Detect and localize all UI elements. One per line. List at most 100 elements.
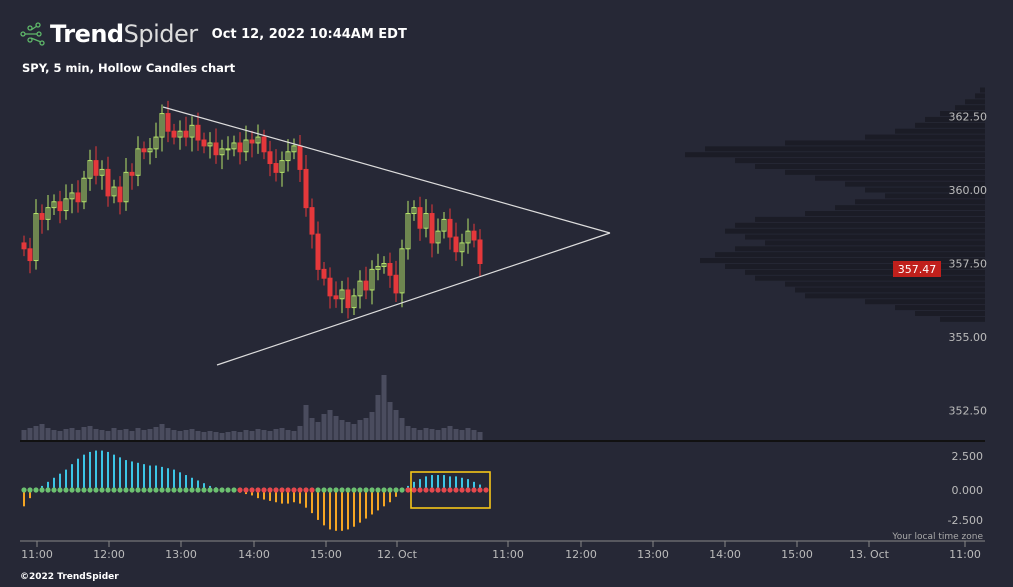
- volume-bar: [171, 430, 177, 440]
- candle-body: [255, 136, 261, 144]
- signal-dot: [81, 487, 87, 493]
- volume-profile-bar: [715, 252, 985, 258]
- volume-bar: [351, 424, 357, 440]
- candle-body: [423, 213, 429, 229]
- time-tick: 14:00: [709, 548, 741, 561]
- volume-profile-bar: [725, 263, 985, 269]
- candle-body: [201, 139, 207, 147]
- spider-logo-icon: [20, 22, 45, 46]
- candle-body: [63, 198, 69, 212]
- volume-bar: [297, 426, 303, 440]
- signal-dot: [309, 487, 315, 493]
- signal-dot: [291, 487, 297, 493]
- candle-body: [411, 207, 417, 215]
- candle-body: [39, 213, 45, 220]
- volume-profile-bar: [735, 246, 985, 252]
- time-tick: 12. Oct: [377, 548, 418, 561]
- candle-body: [399, 248, 405, 294]
- signal-dot: [447, 487, 453, 493]
- signal-dot: [321, 487, 327, 493]
- volume-bar: [21, 430, 27, 440]
- signal-dot: [27, 487, 33, 493]
- volume-profile-bar: [965, 99, 985, 105]
- volume-bar: [435, 430, 441, 440]
- candle-body: [393, 274, 399, 294]
- signal-dot: [261, 487, 267, 493]
- trendline-lower: [216, 232, 611, 366]
- candle-body: [459, 242, 465, 253]
- volume-bar: [327, 410, 333, 440]
- volume-bar: [177, 431, 183, 440]
- volume-bar: [453, 429, 459, 440]
- candle-body: [51, 201, 57, 209]
- signal-dot: [405, 487, 411, 493]
- price-tick: 360.00: [949, 184, 988, 197]
- volume-bar: [357, 420, 363, 440]
- signal-dot: [417, 487, 423, 493]
- signal-dot: [63, 487, 69, 493]
- signal-dot: [57, 487, 63, 493]
- volume-bar: [303, 405, 309, 440]
- signal-dot: [399, 487, 405, 493]
- signal-dot: [195, 487, 201, 493]
- candle-body: [21, 242, 27, 250]
- signal-dot: [33, 487, 39, 493]
- volume-profile-bar: [755, 163, 985, 169]
- volume-bar: [57, 431, 63, 440]
- volume-bar: [369, 412, 375, 440]
- candle-body: [465, 230, 471, 244]
- volume-profile-bar: [865, 187, 985, 193]
- volume-profile-bar: [700, 258, 985, 264]
- candle-body: [297, 145, 303, 170]
- signal-dot: [93, 487, 99, 493]
- price-tick: 352.50: [949, 405, 988, 418]
- signal-dot: [45, 487, 51, 493]
- volume-profile-bar: [735, 222, 985, 228]
- macd-tick: 0.000: [952, 484, 984, 497]
- volume-bar: [69, 428, 75, 440]
- volume-bar: [429, 429, 435, 440]
- volume-bar: [189, 429, 195, 440]
- volume-bar: [129, 431, 135, 440]
- price-tick: 357.50: [949, 258, 988, 271]
- header: TrendSpider Oct 12, 2022 10:44AM EDT: [20, 20, 407, 48]
- candle-body: [129, 171, 135, 176]
- signal-dot: [225, 487, 231, 493]
- signal-dot: [465, 487, 471, 493]
- signal-dot: [441, 487, 447, 493]
- signal-dot: [165, 487, 171, 493]
- volume-profile-bar: [755, 275, 985, 281]
- volume-bar: [237, 432, 243, 440]
- volume-bar: [75, 430, 81, 440]
- volume-bar: [471, 430, 477, 440]
- candle-body: [171, 130, 177, 138]
- volume-profile-bar: [785, 140, 985, 146]
- volume-profile-bar: [845, 181, 985, 187]
- volume-profile-bar: [980, 87, 985, 93]
- chart-subtitle: SPY, 5 min, Hollow Candles chart: [22, 61, 236, 75]
- time-tick: 15:00: [310, 548, 342, 561]
- price-tick: 362.50: [949, 111, 988, 124]
- signal-dot: [297, 487, 303, 493]
- volume-bar: [195, 431, 201, 440]
- volume-profile-bar: [865, 134, 985, 140]
- candle-body: [447, 218, 453, 238]
- volume-profile-bar: [685, 152, 985, 158]
- volume-bar: [105, 431, 111, 440]
- candle-body: [333, 295, 339, 300]
- candle-body: [45, 207, 51, 220]
- volume-profile-bar: [940, 111, 985, 117]
- volume-bar: [267, 431, 273, 440]
- volume-bar: [465, 428, 471, 440]
- volume-profile-bar: [865, 299, 985, 305]
- candle-body: [237, 142, 243, 153]
- time-tick: 14:00: [238, 548, 270, 561]
- candle-body: [135, 148, 141, 176]
- volume-bar: [243, 430, 249, 440]
- volume-bar: [219, 433, 225, 440]
- candle-body: [387, 263, 393, 276]
- signal-dot: [339, 487, 345, 493]
- signal-dot: [171, 487, 177, 493]
- volume-bar: [27, 428, 33, 440]
